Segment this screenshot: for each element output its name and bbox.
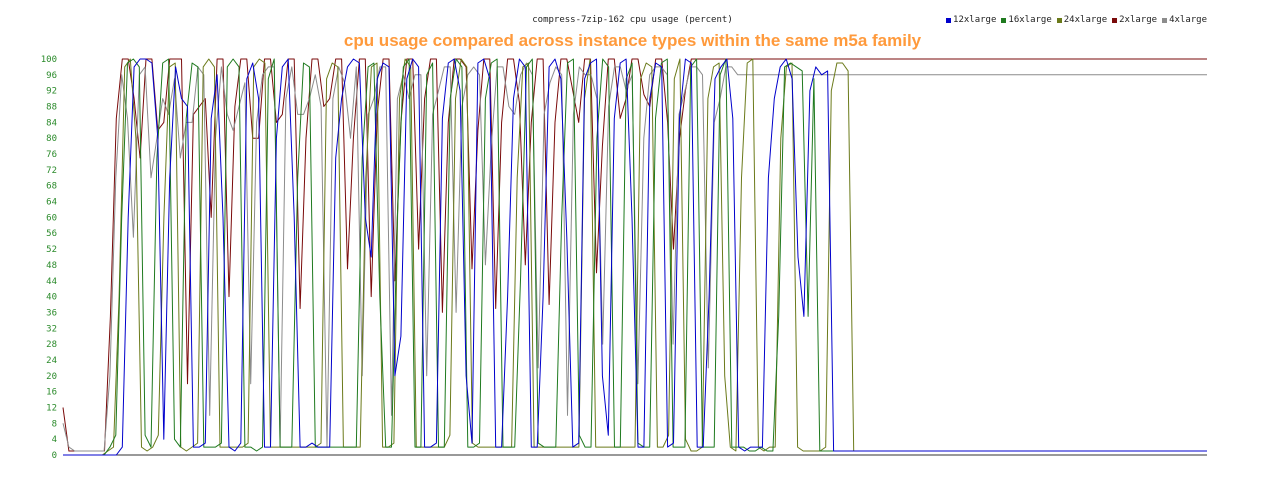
y-tick-label: 44 xyxy=(46,277,57,287)
y-tick-label: 0 xyxy=(52,451,57,461)
series-line-12xlarge xyxy=(63,58,1207,456)
legend-item-12xlarge: 12xlarge xyxy=(946,15,996,25)
legend-swatch xyxy=(1162,17,1168,23)
y-tick-label: 4 xyxy=(52,435,57,445)
legend-item-2xlarge: 2xlarge xyxy=(1112,15,1157,25)
legend-label: 12xlarge xyxy=(953,15,997,25)
y-tick-label: 16 xyxy=(46,388,57,398)
y-tick-label: 80 xyxy=(46,134,57,144)
y-tick-label: 48 xyxy=(46,261,57,271)
y-tick-label: 20 xyxy=(46,372,57,382)
y-tick-label: 52 xyxy=(46,245,57,255)
legend-label: 24xlarge xyxy=(1063,15,1108,25)
series-line-2xlarge xyxy=(62,58,1207,452)
legend-swatch xyxy=(1001,17,1007,23)
y-tick-label: 72 xyxy=(46,166,57,176)
y-tick-label: 96 xyxy=(46,71,57,81)
legend-swatch xyxy=(946,17,952,23)
y-tick-label: 12 xyxy=(46,403,57,413)
y-tick-label: 24 xyxy=(46,356,57,366)
y-tick-label: 36 xyxy=(46,308,57,318)
chart-subtitle: cpu usage compared across instance types… xyxy=(343,31,922,50)
legend-swatch xyxy=(1056,17,1062,23)
y-tick-label: 28 xyxy=(46,340,57,350)
legend-item-24xlarge: 24xlarge xyxy=(1056,15,1108,25)
legend-label: 2xlarge xyxy=(1119,15,1158,25)
legend-label: 16xlarge xyxy=(1008,15,1052,25)
y-tick-label: 56 xyxy=(46,229,57,239)
legend-swatch xyxy=(1112,17,1118,23)
y-tick-label: 32 xyxy=(46,324,57,334)
y-tick-label: 76 xyxy=(46,150,57,160)
legend: 12xlarge 16xlarge 24xlarge 2xlarge 4xlarge xyxy=(946,15,1207,25)
legend-label: 4xlarge xyxy=(1169,15,1207,25)
y-tick-label: 84 xyxy=(46,118,57,128)
legend-item-16xlarge: 16xlarge xyxy=(1001,15,1052,25)
y-tick-label: 68 xyxy=(46,182,57,192)
y-tick-label: 92 xyxy=(46,87,57,97)
y-tick-label: 88 xyxy=(46,103,57,113)
chart-title: compress-7zip-162 cpu usage (percent) xyxy=(532,15,733,25)
y-tick-label: 100 xyxy=(41,55,57,65)
y-tick-label: 8 xyxy=(52,419,57,429)
y-tick-label: 64 xyxy=(46,198,57,208)
y-tick-label: 40 xyxy=(46,293,57,303)
y-tick-label: 60 xyxy=(46,213,57,223)
legend-item-4xlarge: 4xlarge xyxy=(1162,15,1207,25)
